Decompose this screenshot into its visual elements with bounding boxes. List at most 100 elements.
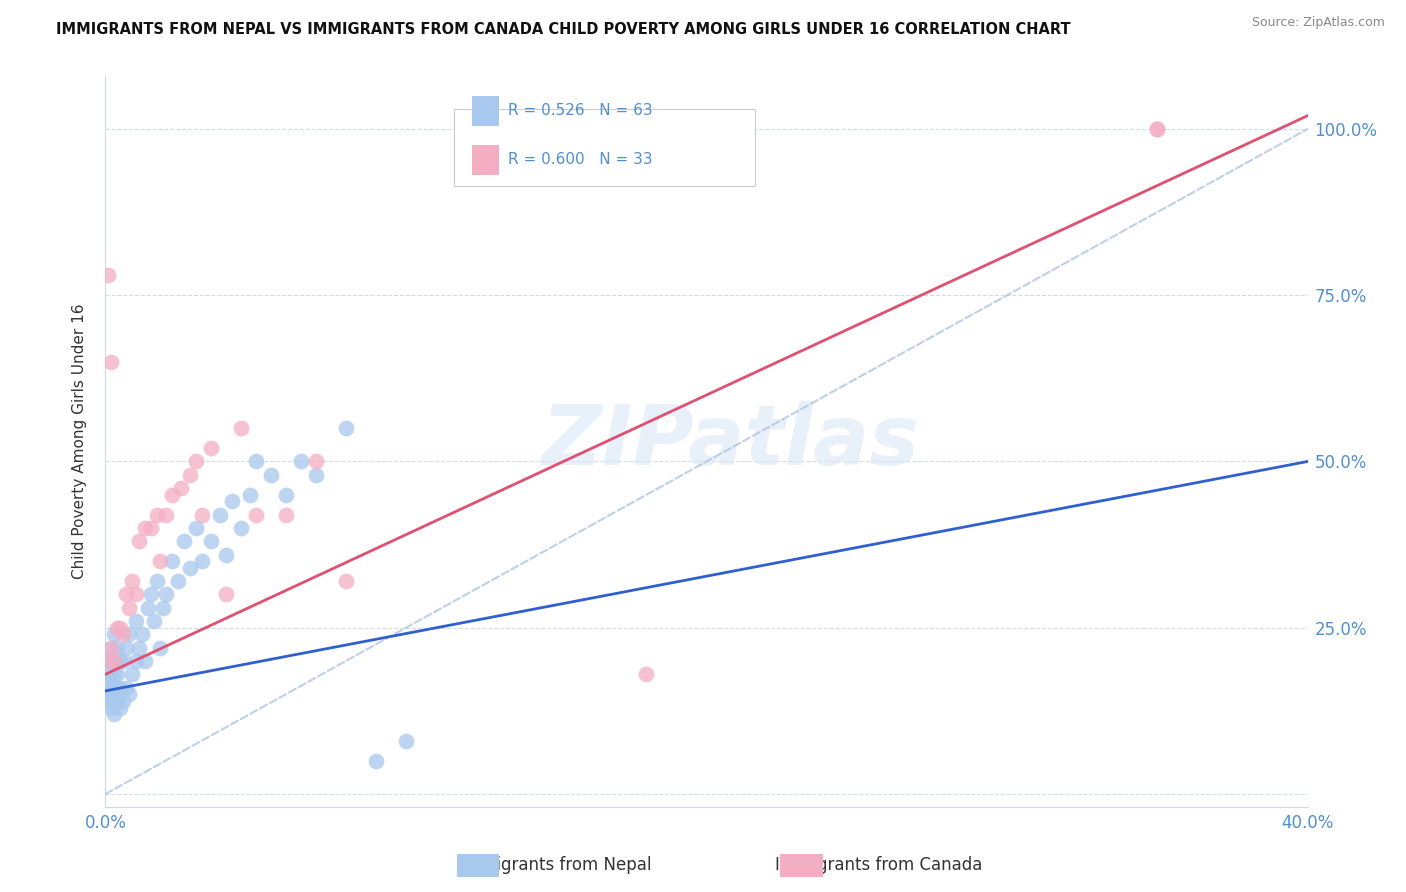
Point [110,700,132,714]
Point [118,627,141,641]
Point [179,561,201,575]
Point [100,640,122,655]
Point [118,600,141,615]
Point [110,681,132,695]
Point [1146,122,1168,136]
Point [364,754,387,768]
Point [274,508,297,522]
Point [145,574,167,589]
Point [139,587,162,601]
Point [148,640,170,655]
Point [124,614,146,628]
Point [103,627,125,641]
Point [124,587,146,601]
Point [103,707,125,722]
Point [148,554,170,568]
Point [155,508,177,522]
Point [152,600,174,615]
Point [103,667,125,681]
Point [100,700,122,714]
Point [97,673,120,688]
Point [97,667,120,681]
Point [155,587,177,601]
Point [121,667,143,681]
Point [97,694,120,708]
Text: R = 0.600   N = 33: R = 0.600 N = 33 [508,153,652,168]
Point [166,574,188,589]
FancyBboxPatch shape [454,109,755,186]
Point [107,640,129,655]
Point [190,554,212,568]
Point [128,534,150,549]
Point [221,494,243,508]
Point [136,600,159,615]
Y-axis label: Child Poverty Among Girls Under 16: Child Poverty Among Girls Under 16 [72,304,87,579]
Point [290,454,312,468]
Point [97,687,120,701]
Point [179,467,201,482]
Point [112,694,135,708]
Point [274,488,297,502]
Point [103,681,125,695]
Point [100,640,122,655]
Bar [472,145,499,175]
Point [636,667,658,681]
Point [121,574,143,589]
Point [134,521,156,535]
Point [131,627,153,641]
Point [190,508,212,522]
Point [110,621,132,635]
Point [305,467,328,482]
Point [245,508,267,522]
Point [115,640,138,655]
Point [229,521,252,535]
Text: Immigrants from Canada: Immigrants from Canada [775,856,983,874]
Point [118,687,141,701]
Point [97,681,120,695]
Point [305,454,328,468]
Point [160,488,183,502]
Point [260,467,283,482]
Point [214,587,236,601]
Text: IMMIGRANTS FROM NEPAL VS IMMIGRANTS FROM CANADA CHILD POVERTY AMONG GIRLS UNDER : IMMIGRANTS FROM NEPAL VS IMMIGRANTS FROM… [56,22,1071,37]
Point [107,694,129,708]
Point [239,488,262,502]
Point [115,681,138,695]
Point [1146,122,1168,136]
Point [100,687,122,701]
Point [103,694,125,708]
Point [100,355,122,369]
Point [110,654,132,668]
Point [139,521,162,535]
Point [395,733,418,747]
Point [145,508,167,522]
Bar [472,96,499,126]
Point [128,640,150,655]
Text: ZIPatlas: ZIPatlas [541,401,920,482]
Text: R = 0.526   N = 63: R = 0.526 N = 63 [508,103,652,119]
Text: Source: ZipAtlas.com: Source: ZipAtlas.com [1251,16,1385,29]
Point [229,421,252,435]
Point [160,554,183,568]
Point [335,574,357,589]
Point [134,654,156,668]
Point [112,654,135,668]
Point [184,454,207,468]
Point [103,654,125,668]
Point [107,681,129,695]
Point [245,454,267,468]
Point [208,508,231,522]
Point [112,627,135,641]
Point [97,268,120,283]
Point [200,534,222,549]
Text: Immigrants from Nepal: Immigrants from Nepal [460,856,651,874]
Point [169,481,191,495]
Point [103,654,125,668]
Point [335,421,357,435]
Point [107,621,129,635]
Point [115,587,138,601]
Point [184,521,207,535]
Point [100,673,122,688]
Point [200,441,222,455]
Point [97,654,120,668]
